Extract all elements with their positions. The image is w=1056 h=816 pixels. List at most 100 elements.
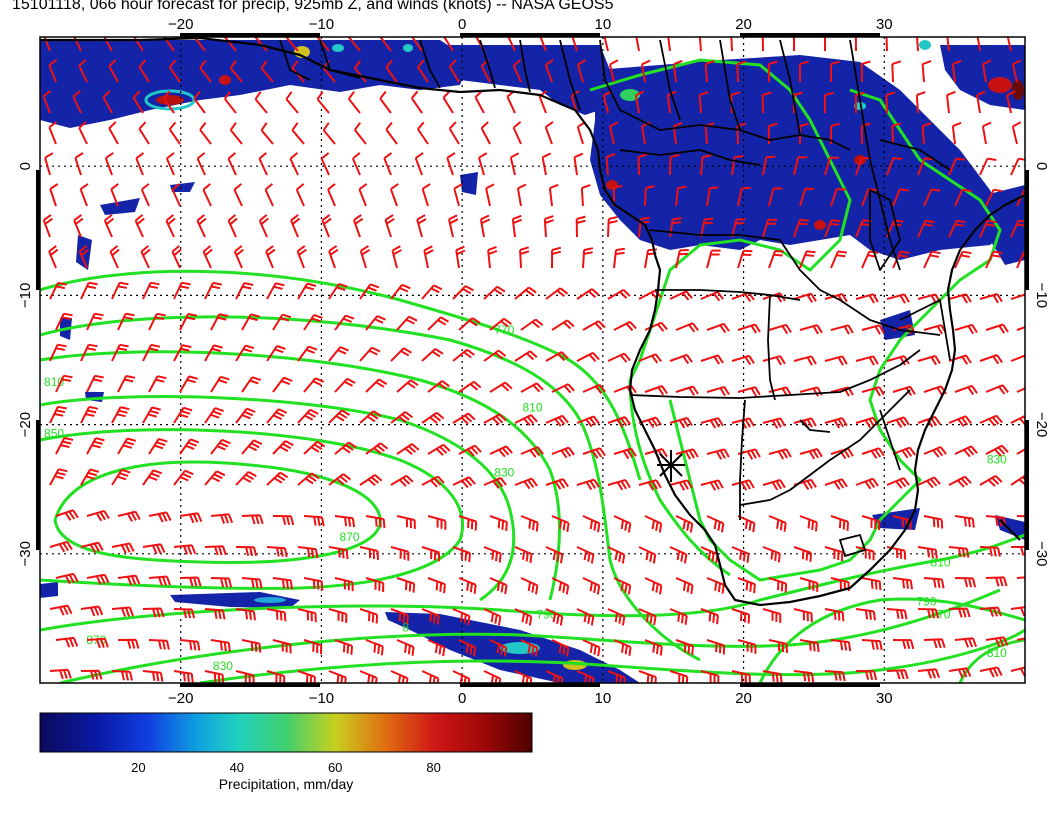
wind-barb [979, 606, 1002, 617]
wind-barb [1006, 37, 1012, 52]
wind-barb [1010, 666, 1025, 677]
wind-barb [608, 121, 619, 145]
wind-barb [979, 354, 1003, 365]
wind-barb [427, 515, 447, 530]
wind-barb [582, 320, 606, 331]
wind-barb [162, 90, 175, 114]
wind-barb [179, 375, 198, 393]
wind-barb [334, 314, 355, 331]
wind-barb [142, 343, 161, 362]
wind-barb [111, 606, 134, 617]
wind-barb [458, 577, 477, 594]
wind-barb [917, 415, 941, 428]
wind-barb [985, 515, 1007, 527]
border-7 [599, 39, 851, 151]
wind-barb [613, 639, 632, 657]
contour-label: 810 [987, 646, 1007, 660]
wind-barb [675, 639, 694, 656]
wind-barb [290, 214, 301, 238]
wind-barb [410, 90, 423, 114]
wind-barb [737, 577, 756, 594]
wind-barb [285, 91, 299, 114]
wind-barb [675, 249, 689, 269]
wind-barb [55, 312, 73, 331]
lon-tick-label-bottom: 20 [735, 690, 752, 707]
wind-barb [111, 670, 133, 681]
wind-barb [421, 284, 443, 300]
wind-barb [1006, 90, 1016, 114]
wind-barb [383, 152, 393, 176]
wind-barb [706, 577, 725, 594]
wind-barb [229, 122, 243, 145]
contour-line-11 [958, 638, 1025, 683]
wind-barb [545, 351, 569, 362]
wind-barb [731, 291, 755, 302]
wind-barb [979, 293, 1003, 304]
wind-barb [140, 245, 151, 269]
lat-tick-label-right: −10 [1033, 283, 1050, 308]
wind-barb [675, 385, 699, 396]
wind-barb [700, 354, 724, 365]
wind-barb [854, 91, 865, 114]
wind-barb [199, 121, 212, 145]
wind-barb [204, 344, 223, 362]
wind-barb [762, 546, 781, 563]
wind-barb [551, 319, 575, 331]
border-18 [739, 389, 911, 506]
wind-barb [179, 512, 203, 524]
wind-barb [514, 608, 533, 626]
wind-barb [489, 515, 508, 532]
wind-barb [669, 217, 682, 238]
wind-barb [514, 546, 533, 564]
wind-barb [613, 247, 626, 269]
border-8 [659, 39, 681, 121]
contour-line-10 [758, 597, 1025, 683]
wind-barb [824, 608, 845, 622]
wind-barb [830, 188, 846, 207]
contour-west-coast [628, 379, 731, 577]
lat-tick-label-left: −20 [17, 412, 34, 437]
wind-barb [416, 214, 427, 238]
contour-label: 790 [916, 594, 936, 608]
wind-barb [768, 515, 787, 532]
wind-barb [396, 379, 419, 393]
wind-barb [793, 156, 808, 176]
wind-barb [291, 122, 305, 145]
wind-barb [985, 576, 1008, 587]
wind-barb [78, 245, 90, 269]
wind-barb [541, 152, 552, 176]
wind-barb [923, 638, 946, 649]
wind-barb [210, 513, 234, 524]
wind-barb [241, 376, 262, 393]
wind-barb [917, 608, 940, 619]
wind-barb [224, 37, 237, 52]
wind-barb [768, 250, 785, 269]
wind-barb [489, 639, 508, 657]
wind-barb [365, 515, 386, 529]
wind-barb [767, 60, 778, 83]
wind-barb [520, 639, 539, 657]
wind-barb [700, 217, 714, 238]
wind-barb [391, 245, 402, 269]
wind-barb [328, 546, 349, 560]
wind-barb [272, 313, 292, 331]
wind-barb [111, 468, 131, 486]
wind-barb [49, 343, 67, 362]
wind-barb [954, 323, 978, 335]
border-11 [849, 39, 901, 271]
contour-label: 870 [340, 530, 360, 544]
wind-barb [254, 91, 268, 114]
wind-barb [266, 345, 286, 362]
wind-barb [675, 448, 699, 460]
wind-barb [421, 475, 445, 488]
wind-barb [576, 59, 587, 83]
wind-barb [49, 604, 73, 616]
wind-barb [49, 183, 59, 207]
wind-barb [551, 639, 570, 657]
lon-tick-label-bottom: 10 [595, 690, 612, 707]
wind-barb [111, 343, 129, 362]
wind-barb [72, 90, 82, 114]
wind-barb [396, 315, 418, 331]
wind-barb [762, 670, 783, 683]
